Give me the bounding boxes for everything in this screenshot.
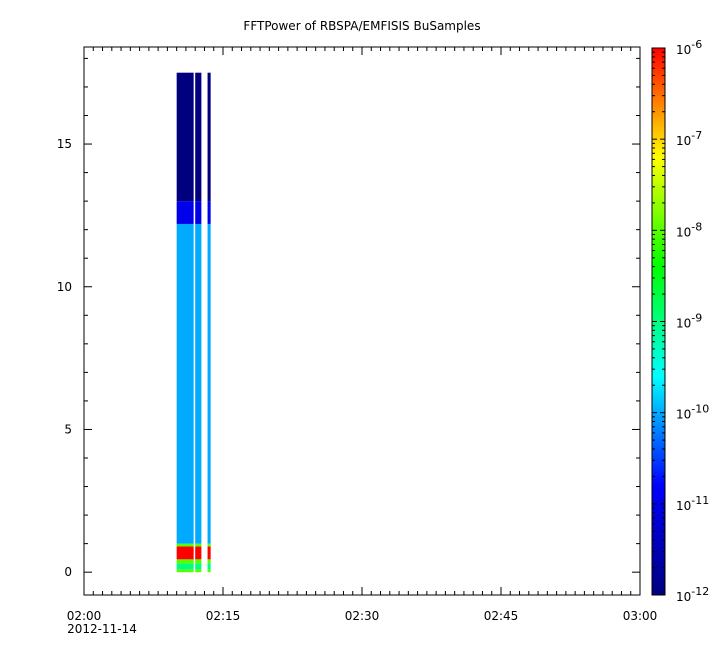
- spectrum-cell: [207, 201, 211, 224]
- y-tick-label: 5: [64, 422, 72, 436]
- spectrum-cell: [195, 559, 202, 564]
- spectrum-cell: [207, 546, 211, 560]
- colorbar-tick-label: 10-7: [676, 129, 702, 148]
- spectrum-cell: [176, 563, 194, 570]
- spectrum-cell: [176, 201, 194, 224]
- x-date-label: 2012-11-14: [67, 622, 137, 636]
- plot-area: [83, 46, 641, 596]
- colorbar-tick-label: 10-8: [676, 220, 702, 239]
- colorbar-tick-label: 10-6: [676, 38, 702, 57]
- y-axis: 0 5 10 15: [57, 57, 640, 579]
- y-tick-label: 15: [57, 137, 72, 151]
- colorbar-tick-label: 10-12: [676, 585, 709, 604]
- spectrum-cell: [195, 201, 202, 224]
- spectrum-cell: [195, 72, 202, 202]
- chart-title: FFTPower of RBSPA/EMFISIS BuSamples: [243, 19, 480, 33]
- spectrum-cell: [207, 223, 211, 544]
- x-tick-label: 02:45: [484, 609, 519, 623]
- spectrum-cell: [207, 559, 211, 564]
- x-tick-label: 02:15: [206, 609, 241, 623]
- colorbar-tick-label: 10-10: [676, 403, 709, 422]
- colorbar-tick-label: 10-11: [676, 494, 709, 513]
- x-tick-label: 03:00: [623, 609, 658, 623]
- y-tick-label: 10: [57, 280, 72, 294]
- spectrum-cell: [195, 543, 202, 547]
- spectrum-cell: [176, 72, 194, 202]
- data-column: [195, 72, 202, 573]
- spectrum-cell: [195, 546, 202, 560]
- spectrum-cell: [207, 72, 211, 202]
- colorbar: 10-12 10-11 10-10 10-9 10-8 10-7 10-6: [651, 38, 709, 604]
- data-column: [207, 72, 211, 573]
- plot-frame: [83, 46, 641, 596]
- x-tick-label: 02:00: [67, 609, 102, 623]
- spectrum-cell: [176, 569, 194, 573]
- colorbar-tick-label: 10-9: [676, 312, 702, 331]
- y-tick-label: 0: [64, 565, 72, 579]
- spectrum-cell: [176, 543, 194, 547]
- spectrum-cell: [195, 569, 202, 573]
- spectrum-cell: [207, 569, 211, 573]
- spectrum-cell: [195, 223, 202, 544]
- spectrum-cell: [207, 563, 211, 570]
- spectrum-cell: [176, 559, 194, 564]
- spectrum-cell: [207, 543, 211, 547]
- spectrum-cell: [176, 223, 194, 544]
- spectrum-cell: [176, 546, 194, 560]
- x-tick-label: 02:30: [345, 609, 380, 623]
- spectrum-cell: [195, 563, 202, 570]
- x-axis: 02:00 02:15 02:30 02:45 03:00: [67, 47, 658, 623]
- data-column: [176, 72, 194, 573]
